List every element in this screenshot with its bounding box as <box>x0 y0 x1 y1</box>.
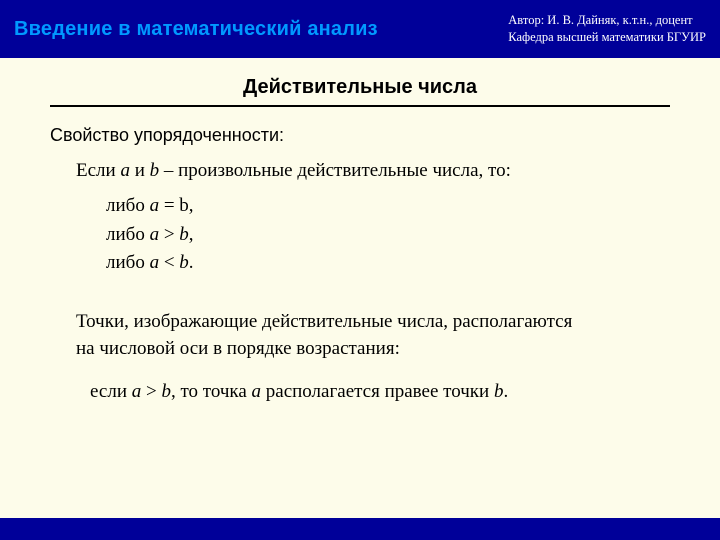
intro-prefix: Если <box>76 160 120 181</box>
footer-bar <box>0 518 720 540</box>
case-word: либо <box>106 195 150 216</box>
para2-line2: на числовой оси в порядке возрастания: <box>76 335 670 363</box>
concl-suffix: располагается правее точки <box>261 381 494 402</box>
author-line-1: Автор: И. В. Дайняк, к.т.н., доцент <box>508 12 706 29</box>
concl-mid: , то точка <box>171 381 252 402</box>
concl-a: a <box>132 381 142 402</box>
case1-a: a <box>150 195 160 216</box>
paragraph-2: Точки, изображающие действительные числа… <box>76 308 670 363</box>
case2-b: b <box>179 224 189 245</box>
course-title: Введение в математический анализ <box>14 18 378 41</box>
header-bar: Введение в математический анализ Автор: … <box>0 0 720 58</box>
case3-rel: < <box>159 252 179 273</box>
conclusion-line: если a > b, то точка a располагается пра… <box>90 381 670 403</box>
concl-b2: b <box>494 381 504 402</box>
content-area: Действительные числа Свойство упорядочен… <box>0 58 720 518</box>
intro-mid: и <box>130 160 150 181</box>
case-word: либо <box>106 252 150 273</box>
var-a: a <box>120 160 130 181</box>
divider-rule <box>50 105 670 107</box>
var-b: b <box>150 160 160 181</box>
author-block: Автор: И. В. Дайняк, к.т.н., доцент Кафе… <box>508 12 706 46</box>
intro-line: Если a и b – произвольные действительные… <box>76 160 670 182</box>
case-word: либо <box>106 224 150 245</box>
case-2: либо a > b, <box>106 221 670 250</box>
section-heading: Действительные числа <box>50 76 670 99</box>
case3-b: b <box>179 252 189 273</box>
para2-line1: Точки, изображающие действительные числа… <box>76 308 670 336</box>
case-1: либо a = b, <box>106 192 670 221</box>
case3-a: a <box>150 252 160 273</box>
case-3: либо a < b. <box>106 249 670 278</box>
concl-b: b <box>161 381 171 402</box>
case3-period: . <box>189 252 194 273</box>
case-list: либо a = b, либо a > b, либо a < b. <box>106 192 670 278</box>
case2-comma: , <box>189 224 194 245</box>
intro-suffix: – произвольные действительные числа, то: <box>159 160 511 181</box>
concl-a2: a <box>252 381 262 402</box>
case1-rel: = b, <box>159 195 193 216</box>
property-label: Свойство упорядоченности: <box>50 125 670 146</box>
concl-period: . <box>503 381 508 402</box>
case2-rel: > <box>159 224 179 245</box>
concl-rel: > <box>141 381 161 402</box>
concl-prefix: если <box>90 381 132 402</box>
case2-a: a <box>150 224 160 245</box>
author-line-2: Кафедра высшей математики БГУИР <box>508 29 706 46</box>
